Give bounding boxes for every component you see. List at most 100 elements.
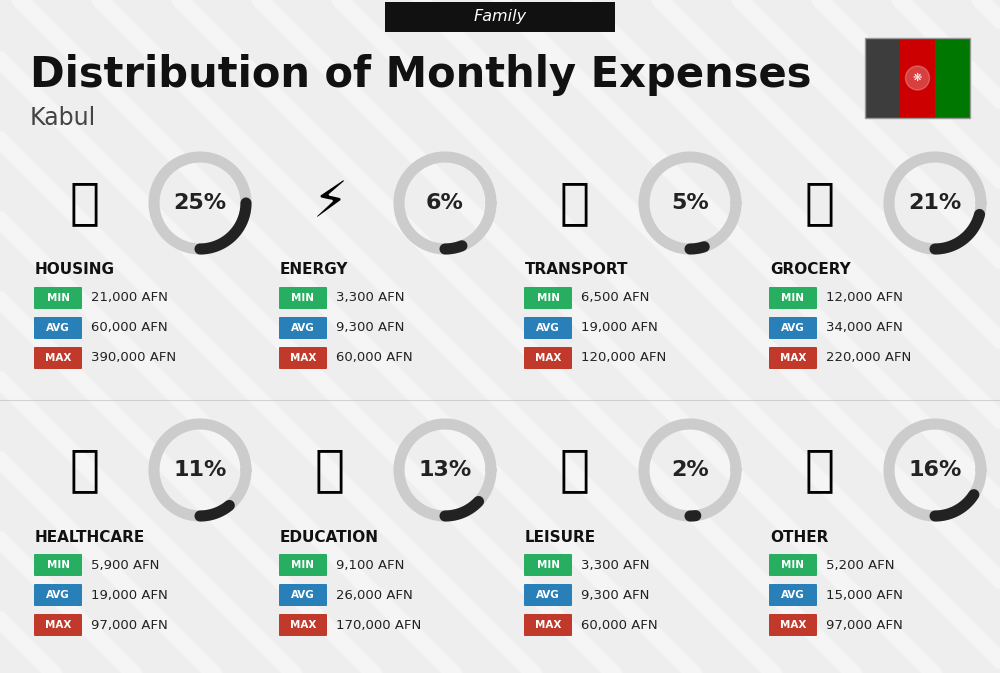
Text: EDUCATION: EDUCATION [280,530,379,544]
Text: 60,000 AFN: 60,000 AFN [91,322,168,334]
Text: MAX: MAX [780,353,806,363]
Text: 60,000 AFN: 60,000 AFN [336,351,413,365]
Text: 12,000 AFN: 12,000 AFN [826,291,903,304]
Text: Family: Family [473,9,527,24]
FancyBboxPatch shape [524,584,572,606]
Text: Distribution of Monthly Expenses: Distribution of Monthly Expenses [30,54,812,96]
Text: 🚌: 🚌 [560,179,590,227]
FancyBboxPatch shape [34,347,82,369]
Text: AVG: AVG [536,323,560,333]
Text: 9,300 AFN: 9,300 AFN [336,322,404,334]
Text: 3,300 AFN: 3,300 AFN [336,291,404,304]
Text: MAX: MAX [290,353,316,363]
FancyBboxPatch shape [34,554,82,576]
Text: 💰: 💰 [805,446,835,494]
FancyBboxPatch shape [34,584,82,606]
Text: 60,000 AFN: 60,000 AFN [581,618,658,631]
FancyBboxPatch shape [769,347,817,369]
Text: 3,300 AFN: 3,300 AFN [581,559,650,571]
Text: MIN: MIN [292,560,314,570]
Text: AVG: AVG [46,323,70,333]
Text: 19,000 AFN: 19,000 AFN [581,322,658,334]
Text: AVG: AVG [536,590,560,600]
Text: MAX: MAX [290,620,316,630]
Text: 6%: 6% [426,193,464,213]
FancyBboxPatch shape [34,317,82,339]
Text: MIN: MIN [782,560,804,570]
Text: 19,000 AFN: 19,000 AFN [91,588,168,602]
Text: LEISURE: LEISURE [525,530,596,544]
Text: 🛒: 🛒 [805,179,835,227]
Text: AVG: AVG [781,590,805,600]
FancyBboxPatch shape [279,317,327,339]
Text: 🛍: 🛍 [560,446,590,494]
Text: 34,000 AFN: 34,000 AFN [826,322,903,334]
FancyBboxPatch shape [524,554,572,576]
Text: 21,000 AFN: 21,000 AFN [91,291,168,304]
Text: MIN: MIN [536,560,560,570]
Text: MAX: MAX [535,620,561,630]
FancyBboxPatch shape [279,347,327,369]
Circle shape [906,66,930,90]
Text: GROCERY: GROCERY [770,262,851,277]
Text: AVG: AVG [46,590,70,600]
Text: MAX: MAX [45,353,71,363]
Text: 220,000 AFN: 220,000 AFN [826,351,911,365]
Text: OTHER: OTHER [770,530,828,544]
Text: ❋: ❋ [913,73,922,83]
Text: AVG: AVG [781,323,805,333]
Text: 5%: 5% [671,193,709,213]
Text: 26,000 AFN: 26,000 AFN [336,588,413,602]
Text: 15,000 AFN: 15,000 AFN [826,588,903,602]
Text: MIN: MIN [536,293,560,303]
Text: 2%: 2% [671,460,709,480]
FancyBboxPatch shape [279,287,327,309]
Text: MAX: MAX [535,353,561,363]
Text: 390,000 AFN: 390,000 AFN [91,351,176,365]
FancyBboxPatch shape [769,584,817,606]
Text: MIN: MIN [46,293,70,303]
FancyBboxPatch shape [935,38,970,118]
Text: ENERGY: ENERGY [280,262,349,277]
FancyBboxPatch shape [524,317,572,339]
Text: 11%: 11% [173,460,227,480]
Text: MIN: MIN [782,293,804,303]
Text: 170,000 AFN: 170,000 AFN [336,618,421,631]
FancyBboxPatch shape [279,614,327,636]
FancyBboxPatch shape [279,554,327,576]
Text: 16%: 16% [908,460,962,480]
Text: 120,000 AFN: 120,000 AFN [581,351,666,365]
Text: 6,500 AFN: 6,500 AFN [581,291,649,304]
Text: MAX: MAX [780,620,806,630]
Text: 97,000 AFN: 97,000 AFN [91,618,168,631]
Text: HEALTHCARE: HEALTHCARE [35,530,145,544]
Text: 🏥: 🏥 [70,446,100,494]
Text: 🏢: 🏢 [70,179,100,227]
FancyBboxPatch shape [524,614,572,636]
Text: HOUSING: HOUSING [35,262,115,277]
Text: Kabul: Kabul [30,106,96,130]
FancyBboxPatch shape [769,287,817,309]
Text: 97,000 AFN: 97,000 AFN [826,618,903,631]
Text: 9,300 AFN: 9,300 AFN [581,588,649,602]
Text: 9,100 AFN: 9,100 AFN [336,559,404,571]
Text: 🎓: 🎓 [315,446,345,494]
FancyBboxPatch shape [900,38,935,118]
Text: AVG: AVG [291,323,315,333]
FancyBboxPatch shape [524,347,572,369]
Text: MIN: MIN [46,560,70,570]
Text: TRANSPORT: TRANSPORT [525,262,629,277]
Text: 21%: 21% [908,193,962,213]
Text: 5,200 AFN: 5,200 AFN [826,559,895,571]
FancyBboxPatch shape [769,554,817,576]
Text: AVG: AVG [291,590,315,600]
FancyBboxPatch shape [34,287,82,309]
Text: MIN: MIN [292,293,314,303]
FancyBboxPatch shape [769,317,817,339]
FancyBboxPatch shape [865,38,900,118]
FancyBboxPatch shape [279,584,327,606]
Text: ⚡: ⚡ [312,179,348,227]
Text: 5,900 AFN: 5,900 AFN [91,559,159,571]
FancyBboxPatch shape [524,287,572,309]
FancyBboxPatch shape [34,614,82,636]
